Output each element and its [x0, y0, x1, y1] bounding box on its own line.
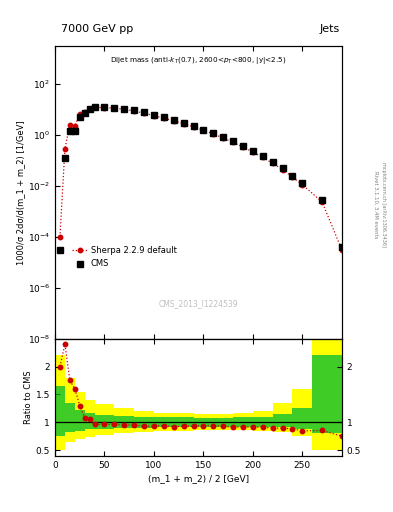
Sherpa 2.2.9 default: [112, 105, 117, 111]
CMS: [87, 106, 92, 112]
Line: Sherpa 2.2.9 default: Sherpa 2.2.9 default: [58, 105, 344, 252]
CMS: [132, 108, 136, 114]
Sherpa 2.2.9 default: [62, 146, 67, 152]
Sherpa 2.2.9 default: [102, 104, 107, 111]
Sherpa 2.2.9 default: [290, 174, 295, 180]
CMS: [231, 138, 235, 144]
CMS: [122, 105, 127, 112]
CMS: [320, 197, 325, 203]
CMS: [162, 114, 166, 120]
Sherpa 2.2.9 default: [250, 149, 255, 155]
Y-axis label: 1000/σ 2dσ/d(m_1 + m_2) [1/GeV]: 1000/σ 2dσ/d(m_1 + m_2) [1/GeV]: [16, 120, 25, 265]
CMS: [280, 165, 285, 172]
CMS: [102, 104, 107, 110]
Sherpa 2.2.9 default: [300, 182, 305, 188]
CMS: [152, 112, 156, 118]
Sherpa 2.2.9 default: [122, 106, 127, 112]
Sherpa 2.2.9 default: [162, 115, 166, 121]
Sherpa 2.2.9 default: [83, 110, 87, 116]
CMS: [250, 148, 255, 154]
CMS: [142, 110, 147, 116]
Sherpa 2.2.9 default: [171, 118, 176, 124]
Sherpa 2.2.9 default: [320, 199, 325, 205]
CMS: [72, 128, 77, 134]
Text: 7000 GeV pp: 7000 GeV pp: [61, 24, 133, 34]
Sherpa 2.2.9 default: [241, 144, 245, 150]
CMS: [191, 123, 196, 129]
Sherpa 2.2.9 default: [201, 127, 206, 133]
CMS: [201, 126, 206, 133]
Sherpa 2.2.9 default: [87, 105, 92, 112]
Sherpa 2.2.9 default: [58, 233, 62, 240]
Text: Rivet 3.1.10, 3.4M events: Rivet 3.1.10, 3.4M events: [373, 171, 378, 239]
CMS: [92, 104, 97, 110]
X-axis label: (m_1 + m_2) / 2 [GeV]: (m_1 + m_2) / 2 [GeV]: [148, 474, 249, 483]
Sherpa 2.2.9 default: [340, 247, 344, 253]
CMS: [58, 247, 62, 253]
CMS: [300, 180, 305, 186]
Sherpa 2.2.9 default: [152, 113, 156, 119]
Sherpa 2.2.9 default: [77, 111, 82, 117]
Sherpa 2.2.9 default: [72, 123, 77, 129]
Legend: Sherpa 2.2.9 default, CMS: Sherpa 2.2.9 default, CMS: [71, 245, 178, 270]
Y-axis label: Ratio to CMS: Ratio to CMS: [24, 370, 33, 424]
Sherpa 2.2.9 default: [68, 121, 72, 127]
CMS: [211, 130, 216, 136]
Text: CMS_2013_I1224539: CMS_2013_I1224539: [159, 299, 238, 308]
Sherpa 2.2.9 default: [92, 104, 97, 110]
CMS: [83, 110, 87, 116]
CMS: [77, 114, 82, 120]
Sherpa 2.2.9 default: [261, 155, 265, 161]
CMS: [270, 159, 275, 165]
Sherpa 2.2.9 default: [270, 160, 275, 166]
Text: Dijet mass (anti-$k_T$(0.7), 2600<$p_T$<800, |y|<2.5): Dijet mass (anti-$k_T$(0.7), 2600<$p_T$<…: [110, 55, 286, 66]
Line: CMS: CMS: [57, 104, 345, 253]
CMS: [171, 117, 176, 123]
CMS: [290, 173, 295, 179]
CMS: [221, 134, 226, 140]
CMS: [181, 120, 186, 126]
CMS: [62, 155, 67, 161]
Text: mcplots.cern.ch [arXiv:1306.3436]: mcplots.cern.ch [arXiv:1306.3436]: [381, 162, 386, 247]
Sherpa 2.2.9 default: [280, 166, 285, 173]
Sherpa 2.2.9 default: [142, 110, 147, 116]
CMS: [68, 128, 72, 134]
CMS: [112, 104, 117, 111]
Sherpa 2.2.9 default: [231, 139, 235, 145]
Sherpa 2.2.9 default: [211, 131, 216, 137]
Sherpa 2.2.9 default: [191, 124, 196, 130]
Sherpa 2.2.9 default: [181, 121, 186, 127]
Sherpa 2.2.9 default: [132, 108, 136, 114]
CMS: [241, 143, 245, 149]
CMS: [340, 244, 344, 250]
CMS: [261, 154, 265, 160]
Sherpa 2.2.9 default: [221, 135, 226, 141]
Text: Jets: Jets: [320, 24, 340, 34]
